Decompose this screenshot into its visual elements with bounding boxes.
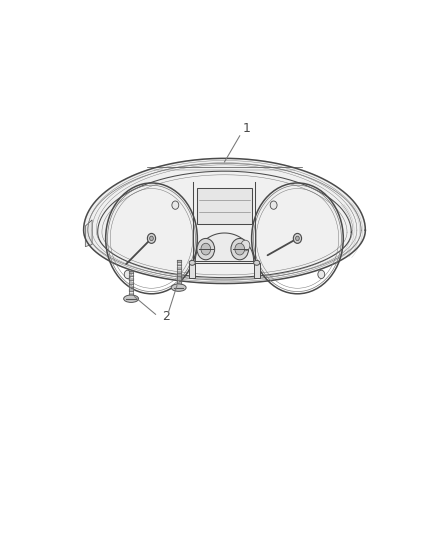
Text: 2: 2 bbox=[162, 310, 170, 323]
Circle shape bbox=[318, 270, 325, 279]
FancyBboxPatch shape bbox=[189, 263, 195, 278]
Ellipse shape bbox=[171, 284, 186, 292]
Circle shape bbox=[201, 243, 211, 255]
FancyBboxPatch shape bbox=[197, 188, 252, 224]
Circle shape bbox=[241, 240, 250, 251]
Circle shape bbox=[124, 270, 131, 279]
Ellipse shape bbox=[254, 260, 260, 265]
Ellipse shape bbox=[124, 295, 138, 302]
Text: 1: 1 bbox=[243, 122, 251, 134]
Polygon shape bbox=[195, 233, 254, 261]
Circle shape bbox=[235, 243, 244, 255]
Circle shape bbox=[270, 201, 277, 209]
Circle shape bbox=[197, 238, 215, 260]
Circle shape bbox=[296, 236, 299, 240]
FancyBboxPatch shape bbox=[254, 263, 260, 278]
Polygon shape bbox=[84, 158, 365, 284]
Polygon shape bbox=[85, 220, 92, 247]
Circle shape bbox=[172, 201, 179, 209]
Circle shape bbox=[293, 233, 302, 244]
Circle shape bbox=[231, 238, 249, 260]
Circle shape bbox=[147, 233, 155, 244]
Ellipse shape bbox=[189, 260, 195, 265]
Circle shape bbox=[150, 236, 153, 240]
